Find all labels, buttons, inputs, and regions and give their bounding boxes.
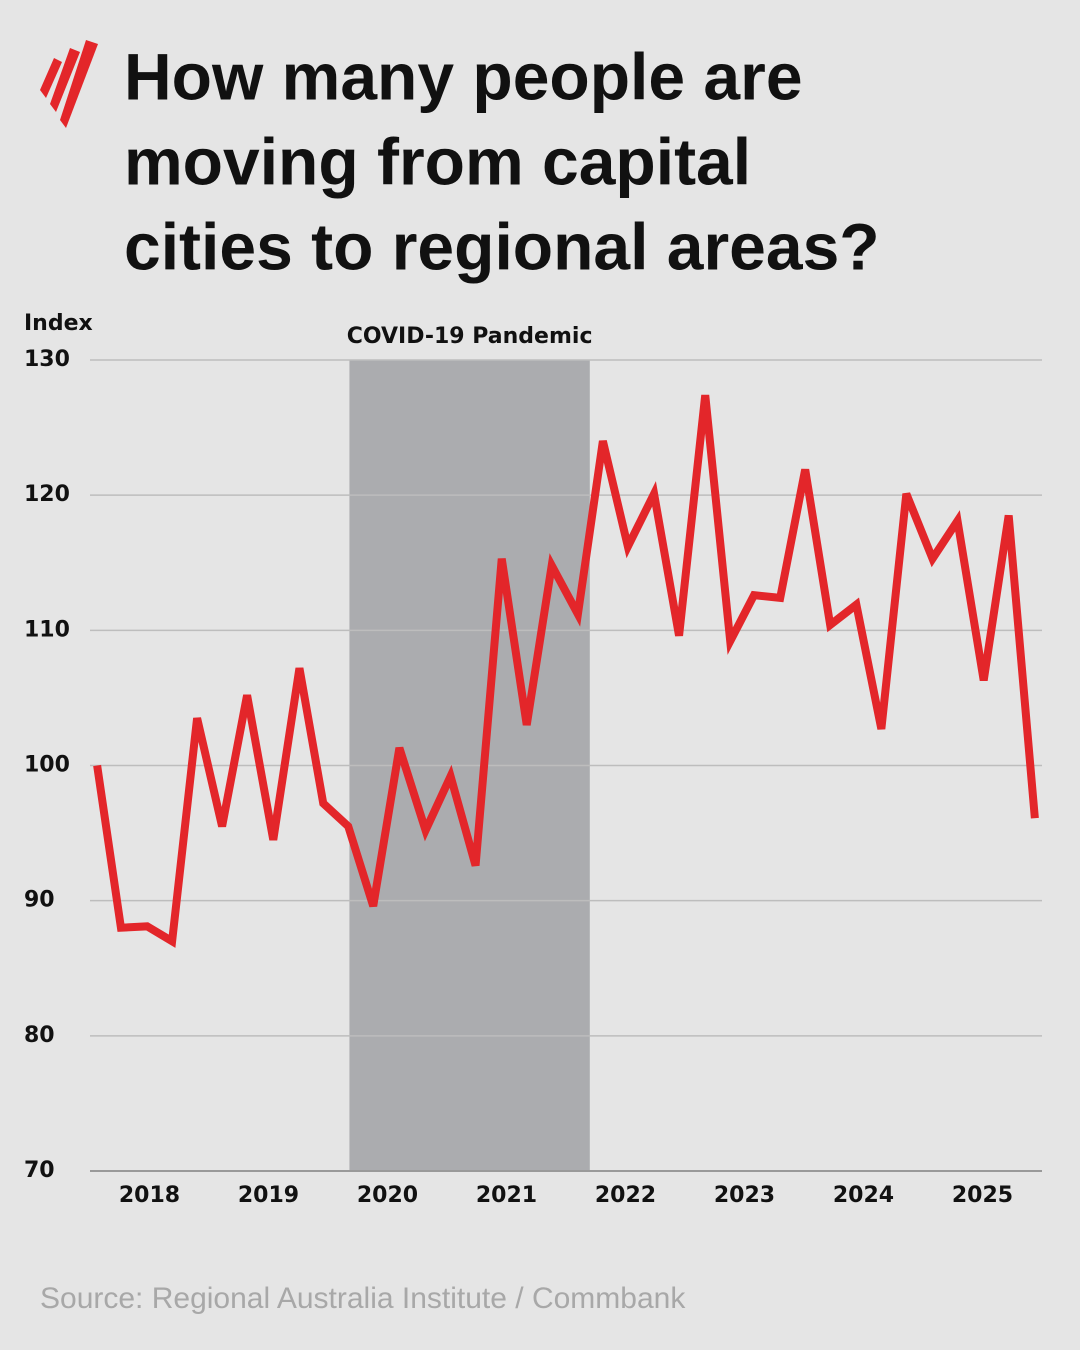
x-tick-label: 2020 — [357, 1183, 418, 1208]
x-tick-label: 2025 — [952, 1183, 1013, 1208]
span-label: COVID-19 Pandemic — [347, 324, 593, 349]
x-tick-label: 2023 — [714, 1183, 775, 1208]
y-axis-label: Index — [24, 311, 93, 336]
x-tick-label: 2019 — [238, 1183, 299, 1208]
y-tick-label: 70 — [24, 1158, 55, 1183]
y-tick-label: 80 — [24, 1023, 55, 1048]
y-tick-label: 130 — [24, 347, 70, 372]
x-tick-label: 2024 — [833, 1183, 894, 1208]
chart-title: moving from capital — [124, 124, 751, 198]
y-tick-label: 110 — [24, 617, 70, 642]
source: Source: Regional Australia Institute / C… — [40, 1282, 686, 1315]
y-tick-label: 90 — [24, 888, 55, 913]
x-tick-label: 2022 — [595, 1183, 656, 1208]
y-tick-label: 100 — [24, 753, 70, 778]
x-tick-label: 2021 — [476, 1183, 537, 1208]
line — [93, 394, 1039, 948]
chart-title: cities to regional areas? — [124, 209, 880, 283]
x-tick-label: 2018 — [119, 1183, 180, 1208]
y-tick-label: 120 — [24, 482, 70, 507]
chart-title: How many people are — [124, 39, 803, 113]
logo — [40, 40, 98, 128]
